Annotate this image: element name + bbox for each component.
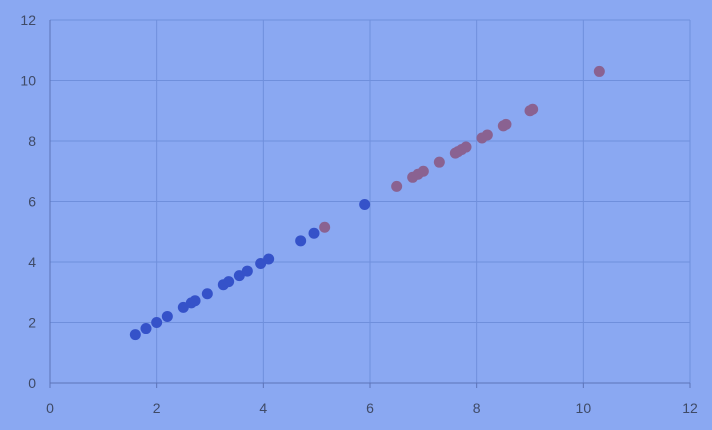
x-tick-label: 12 (682, 400, 698, 416)
data-point (233, 270, 245, 282)
y-tick-label: 12 (20, 12, 36, 28)
tick-labels: 0 2 4 6 8 10 12 0 2 4 6 8 10 12 (20, 12, 698, 416)
y-tick-label: 10 (20, 73, 36, 89)
data-point (151, 317, 163, 328)
data-point (359, 199, 371, 211)
data-point (177, 301, 189, 313)
data-point (189, 295, 201, 307)
x-tick-label: 0 (46, 400, 54, 416)
data-point (319, 221, 331, 233)
data-point (593, 65, 605, 77)
axes (49, 20, 691, 388)
data-point (500, 118, 512, 130)
data-point (161, 310, 173, 322)
data-point (460, 141, 472, 153)
data-point (140, 323, 152, 335)
y-tick-label: 0 (28, 375, 36, 391)
data-point (308, 227, 320, 239)
data-point (481, 129, 493, 141)
data-point (129, 329, 141, 341)
data-point (263, 253, 275, 265)
data-point (433, 156, 445, 168)
data-point (391, 180, 403, 192)
x-tick-label: 4 (259, 400, 267, 416)
data-point (527, 103, 539, 115)
y-tick-label: 8 (28, 133, 36, 149)
x-tick-label: 8 (473, 400, 481, 416)
data-points (129, 65, 605, 341)
y-tick-label: 2 (28, 315, 36, 331)
y-tick-label: 4 (28, 254, 36, 270)
data-point (417, 165, 429, 177)
x-tick-label: 2 (153, 400, 161, 416)
y-tick-label: 6 (28, 194, 36, 210)
data-point (241, 265, 253, 277)
x-tick-label: 10 (576, 400, 592, 416)
data-point (223, 276, 235, 288)
data-point (295, 235, 307, 247)
data-point (201, 288, 213, 300)
data-point (255, 258, 267, 270)
x-tick-label: 6 (366, 400, 374, 416)
